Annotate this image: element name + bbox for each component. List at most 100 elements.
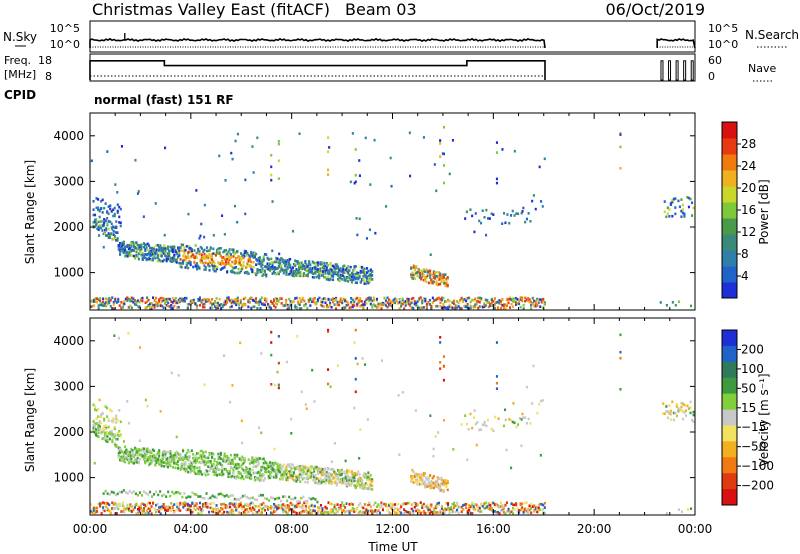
data-cell xyxy=(138,300,141,304)
data-cell xyxy=(367,487,370,491)
data-cell xyxy=(279,261,282,264)
data-cell xyxy=(216,267,219,271)
data-cell xyxy=(192,504,195,508)
data-cell xyxy=(93,432,96,435)
data-cell xyxy=(328,481,331,485)
data-cell xyxy=(333,476,336,480)
data-cell xyxy=(353,406,356,410)
noise-right-tick-bottom: 10^0 xyxy=(708,38,738,51)
data-cell xyxy=(250,477,253,481)
data-cell xyxy=(431,301,434,304)
data-cell xyxy=(327,501,330,504)
data-cell xyxy=(188,455,191,458)
data-cell xyxy=(270,257,273,261)
data-cell xyxy=(126,492,129,495)
data-cell xyxy=(472,505,475,508)
data-cell xyxy=(129,243,132,247)
data-cell xyxy=(212,234,215,237)
data-cell xyxy=(290,463,293,466)
data-cell xyxy=(212,463,215,466)
data-cell xyxy=(304,465,307,469)
noise-left-tick-top: 10^5 xyxy=(50,22,80,35)
data-cell xyxy=(183,457,186,461)
data-cell xyxy=(223,458,226,461)
data-cell xyxy=(102,304,105,307)
data-cell xyxy=(356,233,359,237)
data-cell xyxy=(167,509,170,512)
data-cell xyxy=(97,502,100,506)
data-cell xyxy=(154,459,157,463)
data-cell xyxy=(142,447,145,451)
data-cell xyxy=(147,511,150,515)
data-cell xyxy=(189,468,192,471)
data-cell xyxy=(407,501,410,505)
data-cell xyxy=(233,204,236,208)
data-cell xyxy=(247,259,250,263)
data-cell xyxy=(668,215,671,218)
data-cell xyxy=(271,272,274,275)
data-cell xyxy=(227,506,230,510)
data-cell xyxy=(108,493,111,496)
data-cell xyxy=(161,304,164,308)
data-cell xyxy=(459,306,462,310)
data-cell xyxy=(180,261,183,265)
data-cell xyxy=(115,444,118,448)
data-cell xyxy=(98,234,101,237)
data-cell xyxy=(135,301,138,305)
data-cell xyxy=(425,485,428,488)
data-cell xyxy=(420,483,423,486)
data-cell xyxy=(426,274,429,278)
data-cell xyxy=(204,469,207,472)
data-cell xyxy=(543,511,546,515)
data-cell xyxy=(353,268,356,272)
data-cell xyxy=(447,506,450,510)
data-cell xyxy=(282,510,285,514)
data-cell xyxy=(366,279,369,282)
data-cell xyxy=(469,208,472,211)
data-cell xyxy=(368,501,371,505)
data-cell xyxy=(103,206,106,210)
data-cell xyxy=(145,449,148,453)
data-cell xyxy=(132,300,135,304)
data-cell xyxy=(258,270,261,274)
data-cell xyxy=(262,479,265,482)
data-cell xyxy=(182,456,185,459)
data-cell xyxy=(419,296,422,299)
data-cell xyxy=(120,306,123,310)
data-cell xyxy=(269,471,272,475)
data-cell xyxy=(313,267,316,271)
data-cell xyxy=(298,268,301,272)
data-cell xyxy=(338,276,341,279)
colorbar-swatch xyxy=(722,218,737,235)
data-cell xyxy=(314,466,317,469)
data-cell xyxy=(268,306,271,309)
data-cell xyxy=(325,476,328,480)
data-cell xyxy=(273,507,276,511)
data-cell xyxy=(267,303,270,306)
data-cell xyxy=(180,464,183,468)
data-cell xyxy=(167,505,170,508)
data-cell xyxy=(422,297,425,300)
data-cell xyxy=(409,512,412,515)
data-cell xyxy=(190,464,193,467)
data-cell xyxy=(362,474,365,477)
data-cell xyxy=(184,248,187,252)
data-cell xyxy=(254,301,257,304)
data-cell xyxy=(113,334,116,337)
data-cell xyxy=(665,304,668,307)
data-cell xyxy=(251,253,254,256)
data-cell xyxy=(368,483,371,486)
data-cell xyxy=(112,507,115,511)
data-cell xyxy=(477,505,480,508)
data-cell xyxy=(200,257,203,260)
data-cell xyxy=(219,247,222,250)
data-cell xyxy=(274,383,277,387)
data-cell xyxy=(301,506,304,510)
data-cell xyxy=(263,270,266,273)
data-cell xyxy=(144,504,147,508)
data-cell xyxy=(165,300,168,303)
data-cell xyxy=(227,250,230,253)
data-cell xyxy=(189,465,192,468)
data-cell xyxy=(352,269,355,272)
data-cell xyxy=(513,149,516,153)
